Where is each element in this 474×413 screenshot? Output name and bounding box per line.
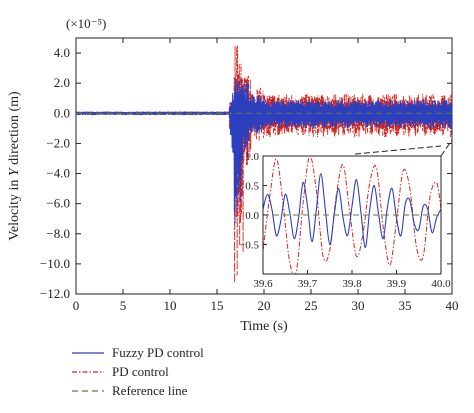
y-multiplier-label: (×10⁻⁵) xyxy=(66,16,106,31)
inset-y-tick-label: 0.5 xyxy=(245,181,259,193)
y-tick-label: 4.0 xyxy=(54,45,70,60)
y-tick-label: 2.0 xyxy=(54,75,70,90)
y-axis-title: Velocity in Y direction (m) xyxy=(7,91,22,241)
legend: Fuzzy PD control PD control Reference line xyxy=(72,345,204,398)
inset-x-tick-label: 39.7 xyxy=(298,278,318,290)
y-tick-label: −8.0 xyxy=(46,226,70,241)
inset-series-lines xyxy=(263,156,441,274)
x-tick-label: 15 xyxy=(211,298,224,313)
x-tick-label: 10 xyxy=(164,298,177,313)
inset-x-tick-label: 40.0 xyxy=(431,278,451,290)
x-axis-title: Time (s) xyxy=(240,319,288,334)
inset-y-tick-label: 1.0 xyxy=(245,151,259,163)
x-tick-label: 0 xyxy=(73,298,80,313)
inset-x-tick-label: 39.6 xyxy=(253,278,273,290)
inset-x-tick-label: 39.8 xyxy=(342,278,362,290)
x-tick-label: 40 xyxy=(446,298,459,313)
legend-reference-line-label: Reference line xyxy=(112,383,188,398)
inset-background xyxy=(263,156,441,274)
axes-ticks: 0 5 10 15 20 25 30 35 40 4.0 2.0 0.0 −2.0 −4.0 −6.0 −8.… xyxy=(40,38,459,313)
x-tick-label: 30 xyxy=(352,298,365,313)
y-tick-label: 0.0 xyxy=(54,105,70,120)
y-tick-label: −6.0 xyxy=(46,196,70,211)
inset-x-tick-label: 39.9 xyxy=(387,278,407,290)
y-tick-label: −4.0 xyxy=(46,166,70,181)
inset-connector-line xyxy=(440,139,453,157)
y-tick-label: −2.0 xyxy=(46,135,70,150)
inset-axes-ticks: 39.6 39.7 39.8 39.9 40.0 1.0 0.5 0.0 −0.5 xyxy=(239,151,451,290)
x-tick-label: 35 xyxy=(399,298,412,313)
inset-y-tick-label: 0.0 xyxy=(245,210,259,222)
y-tick-label: −10.0 xyxy=(40,256,70,271)
inset-connector-line xyxy=(354,145,442,155)
legend-fuzzy-pd-control-label: Fuzzy PD control xyxy=(112,345,204,360)
legend-pd-control-label: PD control xyxy=(112,364,169,379)
x-tick-label: 20 xyxy=(258,298,271,313)
series-lines xyxy=(76,45,452,284)
x-tick-label: 25 xyxy=(305,298,318,313)
y-tick-label: −12.0 xyxy=(40,286,70,301)
inset-series-fuzzy-pd-control xyxy=(263,173,441,249)
inset-y-tick-label: −0.5 xyxy=(239,240,259,252)
x-tick-label: 5 xyxy=(120,298,127,313)
